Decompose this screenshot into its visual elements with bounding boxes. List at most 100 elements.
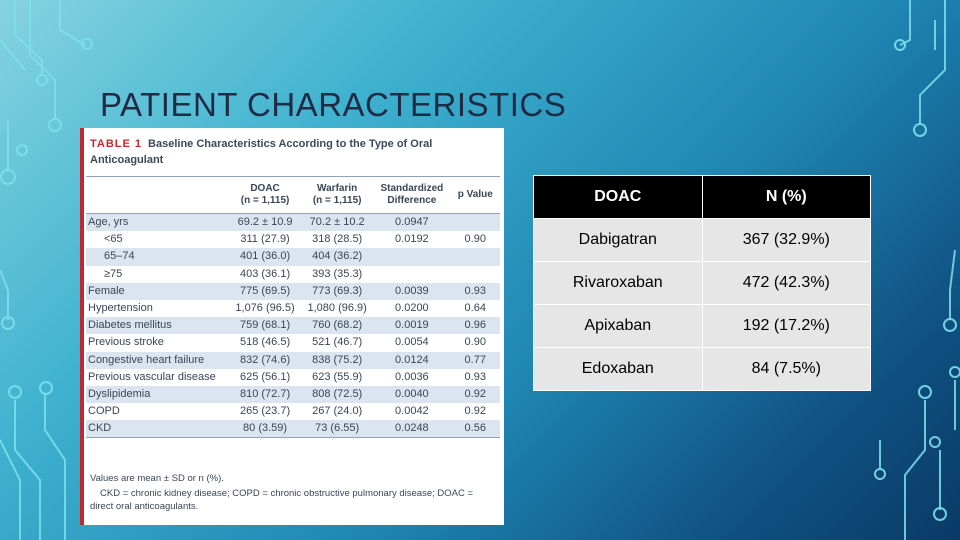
row-std-diff: 0.0042 xyxy=(395,405,429,418)
doac-row: Rivaroxaban 472 (42.3%) xyxy=(533,261,872,305)
row-std-diff: 0.0947 xyxy=(373,213,451,232)
table-footnote: Values are mean ± SD or n (%). CKD = chr… xyxy=(90,472,496,513)
table-caption: TABLE 1 Baseline Characteristics Accordin… xyxy=(90,136,495,168)
row-label: ≥75 xyxy=(104,267,123,280)
table-row: COPD 265 (23.7) 267 (24.0) 0.0042 0.92 xyxy=(86,403,500,420)
row-warfarin: 267 (24.0) xyxy=(312,405,363,418)
table-row: Female 775 (69.5) 773 (69.3) 0.0039 0.93 xyxy=(86,282,500,300)
doac-count: 367 (32.9%) xyxy=(701,218,872,262)
row-label: CKD xyxy=(86,420,230,439)
doac-name: Edoxaban xyxy=(533,347,703,391)
row-doac: 403 (36.1) xyxy=(239,267,291,280)
doac-distribution-table: DOAC N (%) Dabigatran 367 (32.9%) Rivaroxa… xyxy=(533,175,872,391)
row-std-diff: 0.0248 xyxy=(373,420,451,439)
row-p-value: 0.77 xyxy=(450,351,500,369)
row-doac: 759 (68.1) xyxy=(229,317,302,335)
table-body: Age, yrs 69.2 ± 10.9 70.2 ± 10.2 0.0947 <65 3… xyxy=(86,213,500,439)
row-doac: 810 (72.7) xyxy=(229,385,302,404)
table-row: Previous stroke 518 (46.5) 521 (46.7) 0.005… xyxy=(86,334,500,351)
header-warfarin: Warfarin (n = 1,115) xyxy=(301,176,374,214)
row-warfarin: 70.2 ± 10.2 xyxy=(301,213,374,232)
row-std-diff: 0.0054 xyxy=(395,336,429,349)
table-row: Congestive heart failure 832 (74.6) 838 (7… xyxy=(86,351,500,369)
doac-count: 192 (17.2%) xyxy=(701,304,872,348)
row-std-diff xyxy=(373,266,450,283)
doac-header-name: DOAC xyxy=(533,175,703,219)
doac-header-count: N (%) xyxy=(701,175,872,219)
doac-name: Dabigatran xyxy=(533,218,703,262)
row-doac: 311 (27.9) xyxy=(240,233,290,246)
row-label: Previous vascular disease xyxy=(88,370,216,383)
row-warfarin: 521 (46.7) xyxy=(312,336,363,349)
row-p-value: 0.93 xyxy=(450,282,500,300)
table-header-row: DOAC (n = 1,115) Warfarin (n = 1,115) Stan… xyxy=(86,176,500,214)
row-p-value: 0.64 xyxy=(464,302,486,315)
baseline-characteristics-table: DOAC (n = 1,115) Warfarin (n = 1,115) Stan… xyxy=(86,176,500,439)
row-std-diff: 0.0192 xyxy=(395,233,429,246)
slide-title: PATIENT CHARACTERISTICS xyxy=(100,86,567,123)
panel-accent-bar xyxy=(80,128,84,525)
table-row: Diabetes mellitus 759 (68.1) 760 (68.2) 0.0… xyxy=(86,317,500,335)
footnote-values: Values are mean ± SD or n (%). xyxy=(90,473,224,484)
doac-row: Edoxaban 84 (7.5%) xyxy=(533,347,872,391)
table-row: ≥75 403 (36.1) 393 (35.3) xyxy=(86,266,500,283)
row-label: Age, yrs xyxy=(86,213,230,232)
row-doac: 518 (46.5) xyxy=(239,336,291,349)
row-warfarin: 623 (55.9) xyxy=(312,370,363,383)
table-caption-text: Baseline Characteristics According to th… xyxy=(90,138,433,166)
doac-table-body: Dabigatran 367 (32.9%) Rivaroxaban 472 (42.… xyxy=(533,218,872,391)
header-doac: DOAC (n = 1,115) xyxy=(229,176,302,214)
row-label: Hypertension xyxy=(88,302,153,315)
row-p-value: 0.96 xyxy=(450,317,500,335)
row-p-value: 0.90 xyxy=(464,336,486,349)
doac-row: Apixaban 192 (17.2%) xyxy=(533,304,872,348)
row-label: Congestive heart failure xyxy=(86,351,230,369)
row-doac: 80 (3.59) xyxy=(229,420,302,439)
row-doac: 401 (36.0) xyxy=(229,248,302,266)
row-std-diff: 0.0036 xyxy=(395,370,429,383)
row-warfarin: 760 (68.2) xyxy=(301,317,374,335)
header-std-diff: Standardized Difference xyxy=(373,176,451,214)
row-doac: 69.2 ± 10.9 xyxy=(229,213,302,232)
baseline-table-panel: TABLE 1 Baseline Characteristics Accordin… xyxy=(80,128,504,525)
table-row: 65–74 401 (36.0) 404 (36.2) xyxy=(86,248,500,266)
row-std-diff: 0.0040 xyxy=(373,385,451,404)
row-doac: 1,076 (96.5) xyxy=(235,302,295,315)
row-doac: 775 (69.5) xyxy=(229,282,302,300)
row-p-value xyxy=(451,266,500,283)
doac-header-row: DOAC N (%) xyxy=(533,175,872,219)
row-std-diff xyxy=(373,248,451,266)
footnote-abbreviations: CKD = chronic kidney disease; COPD = chr… xyxy=(90,488,474,512)
doac-row: Dabigatran 367 (32.9%) xyxy=(533,218,872,262)
table-row: <65 311 (27.9) 318 (28.5) 0.0192 0.90 xyxy=(86,231,500,248)
row-warfarin: 1,080 (96.9) xyxy=(307,302,367,315)
row-label: 65–74 xyxy=(86,248,230,266)
table-row: Age, yrs 69.2 ± 10.9 70.2 ± 10.2 0.0947 xyxy=(86,213,500,232)
table-row: Hypertension 1,076 (96.5) 1,080 (96.9) 0.02… xyxy=(86,300,500,317)
row-p-value: 0.92 xyxy=(464,405,486,418)
table-row: Previous vascular disease 625 (56.1) 623 (… xyxy=(86,369,500,386)
row-doac: 265 (23.7) xyxy=(239,405,291,418)
row-warfarin: 404 (36.2) xyxy=(301,248,374,266)
header-blank xyxy=(86,176,230,214)
row-p-value: 0.90 xyxy=(464,233,486,246)
header-p-value: p Value xyxy=(450,176,500,214)
row-doac: 832 (74.6) xyxy=(229,351,302,369)
row-warfarin: 393 (35.3) xyxy=(312,267,363,280)
row-warfarin: 808 (72.5) xyxy=(301,385,374,404)
doac-name: Rivaroxaban xyxy=(533,261,703,305)
row-p-value: 0.93 xyxy=(464,370,486,383)
table-row: CKD 80 (3.59) 73 (6.55) 0.0248 0.56 xyxy=(86,420,500,439)
row-label: Diabetes mellitus xyxy=(86,317,230,335)
row-label: COPD xyxy=(88,405,120,418)
row-std-diff: 0.0200 xyxy=(395,302,429,315)
row-p-value xyxy=(450,213,500,232)
table-row: Dyslipidemia 810 (72.7) 808 (72.5) 0.0040 0.… xyxy=(86,385,500,404)
row-warfarin: 838 (75.2) xyxy=(301,351,374,369)
row-warfarin: 318 (28.5) xyxy=(312,233,363,246)
row-p-value xyxy=(450,248,500,266)
row-std-diff: 0.0019 xyxy=(373,317,451,335)
row-p-value: 0.56 xyxy=(450,420,500,439)
doac-count: 84 (7.5%) xyxy=(701,347,872,391)
